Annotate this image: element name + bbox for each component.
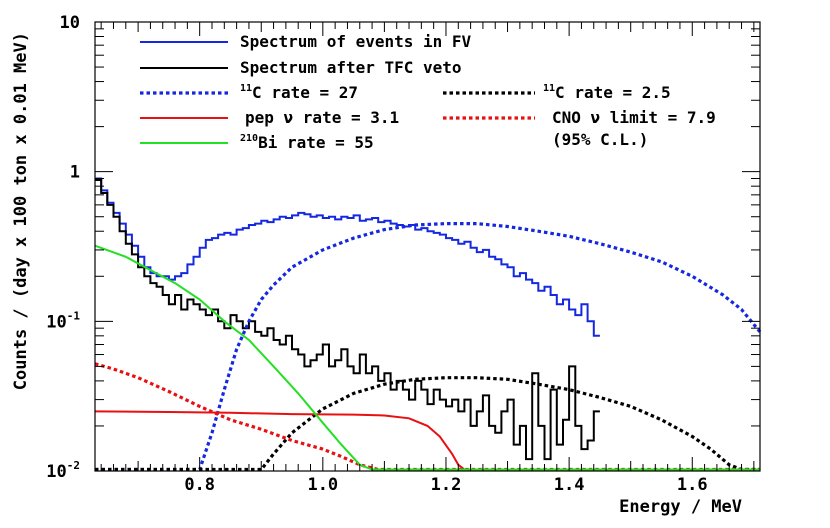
- ticks-layer: 0.8 1.0 1.2 1.4 1.6 10-2 10-1 1 10: [46, 13, 760, 495]
- series-line-2: [95, 222, 762, 472]
- y-axis-title: Counts / (day x 100 ton x 0.01 MeV): [11, 32, 31, 390]
- x-tick-label: 1.4: [554, 475, 585, 495]
- series-line-6: [94, 244, 760, 471]
- legend-label-pep: pep ν rate = 3.1: [245, 108, 399, 127]
- series-line-1: [95, 179, 600, 461]
- y-tick-label: 10: [60, 13, 80, 33]
- legend-label-fv: Spectrum of events in FV: [240, 32, 472, 51]
- y-tick-label: 10-2: [46, 459, 80, 482]
- plot-frame: [94, 21, 761, 472]
- legend: Spectrum of events in FV Spectrum after T…: [140, 32, 716, 152]
- x-tick-label: 1.6: [677, 475, 708, 495]
- legend-label-cno2: (95% C.L.): [552, 130, 648, 149]
- y-tick-label: 10-1: [46, 309, 80, 332]
- legend-label-c11: 11C rate = 27: [240, 83, 358, 102]
- legend-label-bi210: 210Bi rate = 55: [240, 133, 374, 152]
- y-tick-label: 1: [70, 163, 80, 183]
- legend-label-cno: CNO ν limit = 7.9: [552, 108, 716, 127]
- series-line-0: [95, 177, 600, 337]
- x-tick-label: 0.8: [184, 475, 215, 495]
- series-line-3: [95, 376, 760, 472]
- x-tick-label: 1.2: [431, 475, 462, 495]
- x-axis-title: Energy / MeV: [619, 497, 742, 517]
- x-tick-label: 1.0: [307, 475, 338, 495]
- legend-label-c11veto: 11C rate = 2.5: [543, 83, 671, 102]
- legend-label-tfc: Spectrum after TFC veto: [240, 58, 462, 77]
